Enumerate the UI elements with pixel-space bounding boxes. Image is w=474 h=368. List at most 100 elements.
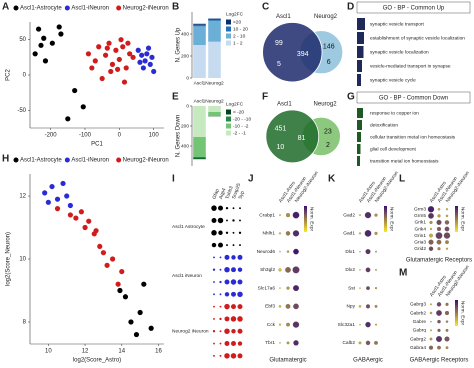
legend-label: 10 - 20 xyxy=(233,26,248,32)
dot xyxy=(286,322,290,327)
venn-count: 10 xyxy=(277,144,285,151)
gene-label: Sh3gl2 xyxy=(260,267,275,273)
dot xyxy=(427,206,435,213)
point xyxy=(115,281,121,287)
gene-label: Neurod6 xyxy=(257,249,276,255)
dot xyxy=(375,250,377,253)
column-label: Aqp4 xyxy=(218,187,228,200)
panel-label: L xyxy=(399,174,405,185)
legend-label: Ascl1-Astrocyte xyxy=(20,158,62,164)
point xyxy=(104,262,110,268)
dot xyxy=(278,305,282,308)
bar xyxy=(357,156,360,166)
dot xyxy=(436,302,442,307)
point xyxy=(42,58,49,64)
dot xyxy=(444,310,450,316)
point xyxy=(64,193,70,199)
bar-segment xyxy=(208,112,221,116)
point xyxy=(86,218,92,224)
dot xyxy=(218,205,223,211)
column-label: Snap25 xyxy=(231,182,242,200)
gene-label: Grik4 xyxy=(415,226,427,232)
dot xyxy=(359,214,361,217)
term-label: synaptic vesicle transport xyxy=(370,21,425,27)
dot xyxy=(218,242,223,248)
venn-count: 451 xyxy=(275,125,287,132)
venn-count: 5 xyxy=(277,61,281,68)
point xyxy=(130,54,136,60)
term-label: detoxification xyxy=(370,122,398,128)
point xyxy=(115,66,121,72)
x-tick-label: 100 xyxy=(149,133,160,139)
bar xyxy=(357,120,362,130)
legend-title: Log2FC xyxy=(226,11,244,17)
legend-marker xyxy=(64,157,70,163)
y-axis-label: N. Genes Up xyxy=(176,27,182,62)
y-tick-label: 12 xyxy=(19,194,26,200)
point xyxy=(100,250,107,256)
dot xyxy=(293,285,300,292)
point xyxy=(89,65,95,71)
bar xyxy=(357,60,362,72)
dot xyxy=(219,280,222,284)
chart-title: GO - BP - Common Up xyxy=(383,6,445,12)
y-tick-label: 0 xyxy=(186,103,189,109)
dot xyxy=(224,254,230,260)
title-box xyxy=(356,1,471,14)
dot xyxy=(231,341,236,347)
dot xyxy=(286,250,290,253)
legend-label: Ascl1-iNeuron xyxy=(71,158,109,164)
group-label: Ascl1 Astrocyte xyxy=(172,224,205,230)
dot xyxy=(436,310,442,316)
term-label: vesicle-mediated transport in synapse xyxy=(370,63,451,69)
point xyxy=(102,52,109,58)
point xyxy=(96,44,102,50)
point xyxy=(140,65,146,71)
panel-label: E xyxy=(172,92,179,103)
dot xyxy=(232,207,235,210)
dot xyxy=(436,226,442,232)
dot xyxy=(285,231,291,236)
dot xyxy=(444,336,450,342)
dot xyxy=(292,230,300,237)
point xyxy=(54,206,61,212)
point xyxy=(58,31,64,37)
dot xyxy=(359,287,361,289)
dot xyxy=(231,255,236,260)
dot xyxy=(292,211,300,219)
dot xyxy=(374,231,378,235)
gene-label: Grm5 xyxy=(414,213,426,219)
point xyxy=(121,79,128,85)
set-label: Ascl1 xyxy=(276,14,291,20)
dot xyxy=(292,266,300,274)
dot xyxy=(358,305,362,308)
dot xyxy=(213,318,215,320)
y-tick-label: 0 xyxy=(186,75,189,81)
x-tick-label: -200 xyxy=(45,133,58,139)
term-label: synaptic vesicle cycle xyxy=(370,77,416,83)
bar-segment xyxy=(208,20,221,42)
point xyxy=(85,51,92,57)
dot xyxy=(239,207,241,210)
column-label: Syp xyxy=(237,190,246,200)
gene-label: Gad2 xyxy=(343,212,355,218)
x-tick-label: 12 xyxy=(82,349,89,355)
dot xyxy=(211,217,217,223)
dot xyxy=(278,323,282,326)
dot xyxy=(444,220,450,225)
point xyxy=(45,199,51,205)
dot xyxy=(359,323,361,326)
venn-count: 2 xyxy=(326,142,330,149)
dot xyxy=(213,342,215,345)
x-tick-label: 0 xyxy=(118,133,122,139)
dot xyxy=(437,208,441,211)
bar-segment xyxy=(208,19,221,21)
gene-label: Ebf3 xyxy=(265,304,275,310)
point xyxy=(141,281,147,287)
point xyxy=(127,51,133,57)
gene-label: Cck xyxy=(267,322,276,328)
legend-swatch xyxy=(226,26,231,32)
dot xyxy=(428,239,434,245)
group-label: Ascl1 iNeuron xyxy=(172,273,202,279)
dot xyxy=(445,240,449,245)
